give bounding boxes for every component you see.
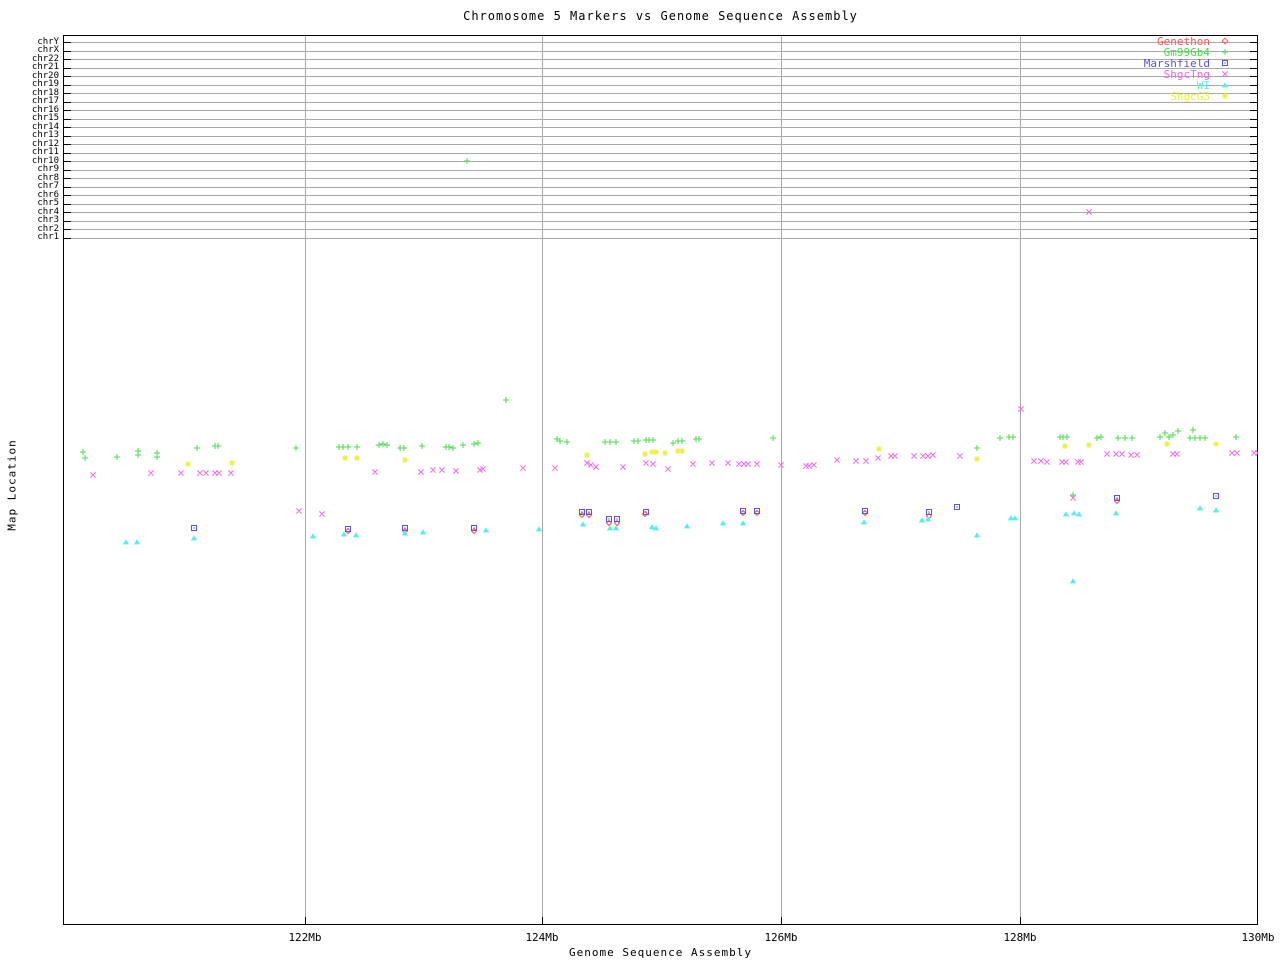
y-tick-label-chr21: chr21 xyxy=(31,62,59,72)
legend-marker-open-diamond-icon xyxy=(1221,37,1229,45)
y-tick-label-chrX: chrX xyxy=(37,45,59,55)
legend-marker-asterisk-icon xyxy=(1222,93,1228,99)
legend-item-gm99gb4: Gm99Gb4 xyxy=(1144,47,1232,58)
y-tick-label-chr17: chr17 xyxy=(31,96,59,106)
legend-item-shgcg3: ShgcG3 xyxy=(1144,91,1232,102)
x-tick-label-122Mb: 122Mb xyxy=(288,931,322,944)
legend-label: Marshfield xyxy=(1143,57,1210,70)
y-tick-label-chr19: chr19 xyxy=(31,79,59,89)
legend-label: Genethon xyxy=(1157,35,1210,48)
legend-marker-open-square-dot-icon xyxy=(1222,60,1228,66)
y-tick-label-chr18: chr18 xyxy=(31,87,59,98)
y-tick-label-chr14: chr14 xyxy=(31,121,59,132)
legend-item-marshfield: Marshfield xyxy=(1144,58,1232,69)
x-axis-label: Genome Sequence Assembly xyxy=(569,946,752,959)
plot-border xyxy=(63,35,1258,925)
series-genethon-points xyxy=(344,497,1121,535)
y-tick-label-chr16: chr16 xyxy=(31,104,59,115)
y-tick-label-chr11: chr11 xyxy=(31,147,59,157)
legend-marker-filled-triangle-icon xyxy=(1221,82,1229,88)
legend-label: Gm99Gb4 xyxy=(1163,46,1210,59)
y-tick-label-chr8: chr8 xyxy=(37,172,59,183)
y-tick-label-chr20: chr20 xyxy=(31,70,59,81)
series-shgctng-points xyxy=(90,209,1258,517)
legend-item-wi: WI xyxy=(1144,80,1232,91)
x-tick-label-126Mb: 126Mb xyxy=(764,931,798,944)
x-tick-label-130Mb: 130Mb xyxy=(1241,931,1275,944)
y-tick-label-chr9: chr9 xyxy=(37,164,59,174)
y-tick-label-chr12: chr12 xyxy=(31,138,59,149)
y-tick-label-chr7: chr7 xyxy=(37,181,59,191)
legend-label: WI xyxy=(1196,79,1210,92)
series-gm99gb4-points xyxy=(80,158,1239,498)
chart-title: Chromosome 5 Markers vs Genome Sequence … xyxy=(463,9,858,23)
legend-label: ShgcG3 xyxy=(1170,90,1210,103)
y-tick-label-chr2: chr2 xyxy=(37,223,59,234)
y-tick-label-chrY: chrY xyxy=(37,36,59,47)
y-tick-label-chr15: chr15 xyxy=(31,113,59,123)
y-tick-label-chr22: chr22 xyxy=(31,53,59,64)
y-tick-label-chr10: chr10 xyxy=(31,155,59,166)
x-tick-label-128Mb: 128Mb xyxy=(1003,931,1037,944)
y-tick-label-chr13: chr13 xyxy=(31,130,59,140)
legend-marker-x-icon xyxy=(1222,71,1228,77)
y-axis-label: Map Location xyxy=(5,439,19,531)
series-shgcg3-points xyxy=(185,441,1219,467)
y-tick-label-chr5: chr5 xyxy=(37,198,59,208)
legend-item-shgctng: ShgcTng xyxy=(1144,69,1232,80)
legend-label: ShgcTng xyxy=(1163,68,1210,81)
series-wi-points xyxy=(122,505,1220,584)
legend-marker-plus-icon xyxy=(1222,49,1228,55)
y-tick-label-chr4: chr4 xyxy=(37,206,59,217)
x-tick-label-124Mb: 124Mb xyxy=(525,931,559,944)
series-marshfield-points xyxy=(191,493,1219,532)
legend-item-genethon: Genethon xyxy=(1144,36,1232,47)
series-marshfield-points xyxy=(193,495,1217,530)
y-tick-label-chr3: chr3 xyxy=(37,215,59,225)
y-tick-label-chr1: chr1 xyxy=(37,232,59,242)
plot-area xyxy=(63,35,1258,925)
legend: Genethon Gm99Gb4 Marshfield ShgcTng WI ShgcG3 xyxy=(1144,36,1232,102)
y-tick-label-chr6: chr6 xyxy=(37,189,59,200)
